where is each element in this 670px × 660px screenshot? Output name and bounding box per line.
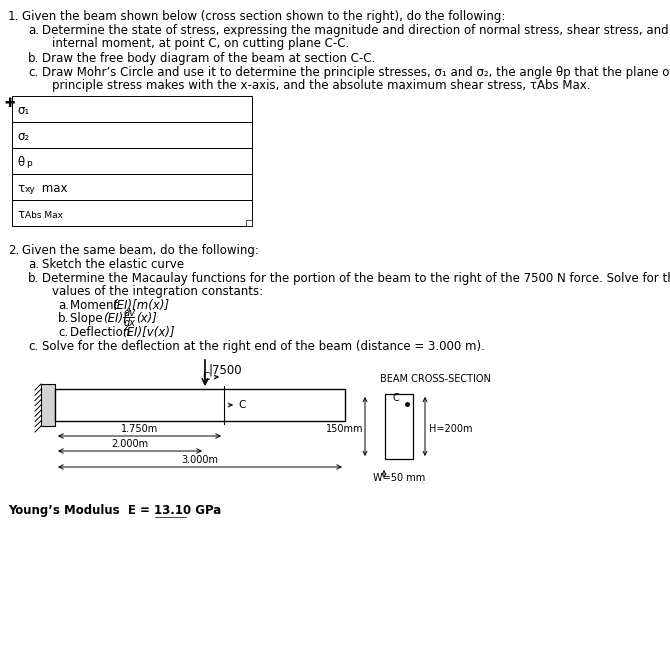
Text: (EI)[m(x)]: (EI)[m(x)] — [112, 299, 169, 312]
Text: Determine the Macaulay functions for the portion of the beam to the right of the: Determine the Macaulay functions for the… — [42, 272, 670, 285]
Text: τ: τ — [17, 182, 24, 195]
Text: Slope: Slope — [70, 312, 107, 325]
Text: c.: c. — [28, 66, 38, 79]
Text: Moment: Moment — [70, 299, 122, 312]
Text: τ: τ — [17, 207, 24, 220]
Bar — [12, 148, 252, 174]
Text: c.: c. — [28, 340, 38, 353]
Text: 150mm: 150mm — [326, 424, 363, 434]
Text: a.: a. — [28, 258, 39, 271]
Text: σ₁: σ₁ — [17, 104, 29, 117]
Text: a.: a. — [58, 299, 69, 312]
Text: Given the same beam, do the following:: Given the same beam, do the following: — [22, 244, 259, 257]
Text: θ: θ — [17, 156, 24, 168]
Text: dv: dv — [124, 308, 136, 318]
Text: c.: c. — [58, 326, 68, 339]
Text: C: C — [392, 393, 399, 403]
Text: Draw the free body diagram of the beam at section C-C.: Draw the free body diagram of the beam a… — [42, 52, 375, 65]
Text: max: max — [38, 182, 68, 195]
Bar — [12, 96, 252, 122]
Text: 1.750m: 1.750m — [121, 424, 158, 434]
Text: (x)]: (x)] — [136, 312, 157, 325]
Text: principle stress makes with the x-axis, and the absolute maximum shear stress, τ: principle stress makes with the x-axis, … — [52, 79, 590, 92]
Text: C: C — [238, 400, 245, 410]
Bar — [12, 122, 252, 148]
Text: 2.000m: 2.000m — [111, 439, 149, 449]
Bar — [12, 174, 252, 200]
Text: W=50 mm: W=50 mm — [373, 473, 425, 483]
Text: Given the beam shown below (cross section shown to the right), do the following:: Given the beam shown below (cross sectio… — [22, 10, 505, 23]
Text: 3.000m: 3.000m — [182, 455, 218, 465]
Text: b.: b. — [58, 312, 69, 325]
Text: (EI)[: (EI)[ — [103, 312, 128, 325]
Text: BEAM CROSS-SECTION: BEAM CROSS-SECTION — [380, 374, 491, 384]
Text: internal moment, at point C, on cutting plane C-C.: internal moment, at point C, on cutting … — [52, 37, 349, 50]
Bar — [41, 384, 55, 426]
Text: Draw Mohr’s Circle and use it to determine the principle stresses, σ₁ and σ₂, th: Draw Mohr’s Circle and use it to determi… — [42, 66, 670, 79]
Text: p: p — [26, 160, 31, 168]
Text: Young’s Modulus  E = 13.10 GPa: Young’s Modulus E = 13.10 GPa — [8, 504, 221, 517]
Text: Sketch the elastic curve: Sketch the elastic curve — [42, 258, 184, 271]
Text: σ₂: σ₂ — [17, 129, 29, 143]
Text: C: C — [202, 372, 210, 382]
Text: values of the integration constants:: values of the integration constants: — [52, 285, 263, 298]
Text: ✚: ✚ — [4, 97, 15, 110]
Text: |7500: |7500 — [208, 364, 242, 377]
Text: 1.: 1. — [8, 10, 19, 23]
Text: Deflection: Deflection — [70, 326, 134, 339]
Bar — [55, 389, 345, 421]
Text: b.: b. — [28, 52, 40, 65]
Text: dx: dx — [124, 318, 136, 328]
Text: H=200m: H=200m — [429, 424, 472, 434]
Text: 2.: 2. — [8, 244, 19, 257]
Bar — [12, 200, 252, 226]
Bar — [246, 220, 252, 226]
Text: Solve for the deflection at the right end of the beam (distance = 3.000 m).: Solve for the deflection at the right en… — [42, 340, 485, 353]
Bar — [385, 394, 413, 459]
Text: xy: xy — [25, 185, 36, 195]
Text: Abs Max: Abs Max — [25, 211, 63, 220]
Text: Determine the state of stress, expressing the magnitude and direction of normal : Determine the state of stress, expressin… — [42, 24, 670, 37]
Text: b.: b. — [28, 272, 40, 285]
Text: a.: a. — [28, 24, 39, 37]
Text: (EI)[v(x)]: (EI)[v(x)] — [122, 326, 175, 339]
